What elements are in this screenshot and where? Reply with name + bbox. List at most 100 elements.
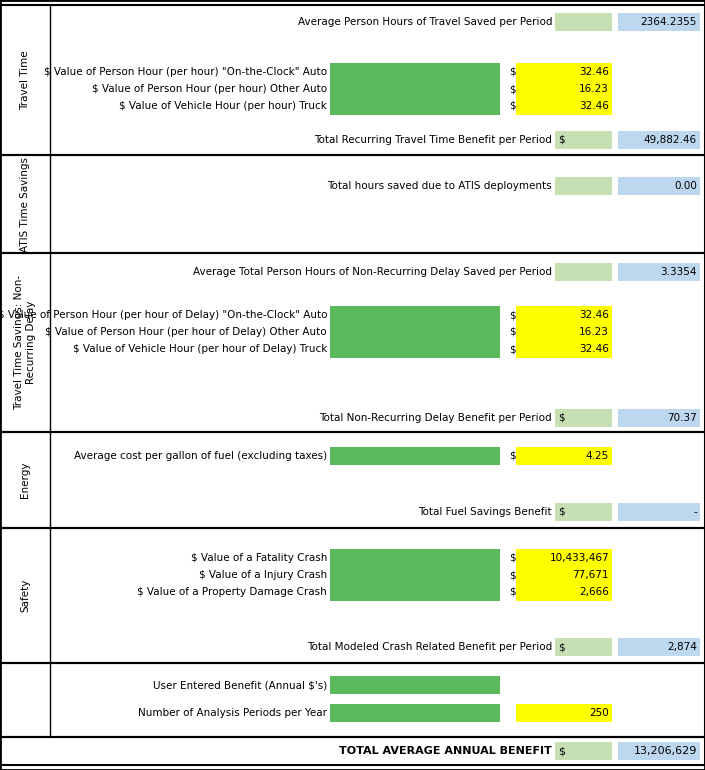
Bar — [330, 704, 500, 722]
Bar — [0, 155, 705, 253]
Bar — [330, 97, 500, 115]
Text: 32.46: 32.46 — [579, 310, 609, 320]
Bar — [555, 131, 612, 149]
Bar — [0, 737, 705, 765]
Bar — [330, 80, 500, 98]
Bar — [0, 432, 705, 528]
Bar — [0, 528, 705, 663]
Bar — [516, 566, 612, 584]
Text: $: $ — [558, 135, 565, 145]
Text: 3.3354: 3.3354 — [661, 267, 697, 277]
Bar — [330, 583, 500, 601]
Bar — [516, 583, 612, 601]
Bar — [618, 263, 700, 281]
Text: $: $ — [558, 746, 565, 756]
Bar — [516, 63, 612, 81]
Bar — [0, 5, 705, 155]
Text: 13,206,629: 13,206,629 — [634, 746, 697, 756]
Bar — [516, 80, 612, 98]
Bar — [618, 409, 700, 427]
Bar — [516, 549, 612, 567]
Bar — [555, 409, 612, 427]
Text: $: $ — [558, 507, 565, 517]
Text: $: $ — [558, 642, 565, 652]
Text: Total Recurring Travel Time Benefit per Period: Total Recurring Travel Time Benefit per … — [314, 135, 552, 145]
Bar — [555, 263, 612, 281]
Bar — [330, 676, 500, 694]
Text: $: $ — [509, 84, 515, 94]
Bar — [516, 340, 612, 358]
Text: Average Total Person Hours of Non-Recurring Delay Saved per Period: Average Total Person Hours of Non-Recurr… — [193, 267, 552, 277]
Bar — [618, 742, 700, 760]
Text: 32.46: 32.46 — [579, 67, 609, 77]
Text: $ Value of Person Hour (per hour of Delay) Other Auto: $ Value of Person Hour (per hour of Dela… — [45, 327, 327, 337]
Text: Total Non-Recurring Delay Benefit per Period: Total Non-Recurring Delay Benefit per Pe… — [319, 413, 552, 423]
Bar — [555, 503, 612, 521]
Text: $: $ — [558, 413, 565, 423]
Text: $ Value of Vehicle Hour (per hour) Truck: $ Value of Vehicle Hour (per hour) Truck — [119, 101, 327, 111]
Bar — [555, 742, 612, 760]
Bar — [0, 528, 705, 663]
Text: 16.23: 16.23 — [579, 84, 609, 94]
Bar — [0, 253, 705, 432]
Text: $: $ — [509, 553, 515, 563]
Text: 16.23: 16.23 — [579, 327, 609, 337]
Text: ATIS Time Savings: ATIS Time Savings — [20, 156, 30, 252]
Bar — [618, 131, 700, 149]
Text: $: $ — [509, 451, 515, 461]
Text: 2,874: 2,874 — [667, 642, 697, 652]
Bar — [516, 97, 612, 115]
Text: -: - — [693, 507, 697, 517]
Text: User Entered Benefit (Annual $'s): User Entered Benefit (Annual $'s) — [153, 680, 327, 690]
Bar — [618, 638, 700, 656]
Text: 0.00: 0.00 — [674, 181, 697, 191]
Text: Safety: Safety — [20, 579, 30, 612]
Bar — [330, 63, 500, 81]
Text: Travel Time: Travel Time — [20, 50, 30, 110]
Text: 32.46: 32.46 — [579, 344, 609, 354]
Bar — [516, 447, 612, 465]
Bar — [516, 306, 612, 324]
Text: Number of Analysis Periods per Year: Number of Analysis Periods per Year — [138, 708, 327, 718]
Bar — [0, 155, 705, 253]
Text: $ Value of Person Hour (per hour of Delay) "On-the-Clock" Auto: $ Value of Person Hour (per hour of Dela… — [0, 310, 327, 320]
Text: 2,666: 2,666 — [579, 587, 609, 597]
Bar — [330, 323, 500, 341]
Text: $ Value of Vehicle Hour (per hour of Delay) Truck: $ Value of Vehicle Hour (per hour of Del… — [73, 344, 327, 354]
Text: 49,882.46: 49,882.46 — [644, 135, 697, 145]
Text: Total Fuel Savings Benefit: Total Fuel Savings Benefit — [418, 507, 552, 517]
Bar — [0, 432, 705, 528]
Text: Travel Time Savings: Non-
Recurring Delay: Travel Time Savings: Non- Recurring Dela… — [14, 275, 36, 410]
Text: Average Person Hours of Travel Saved per Period: Average Person Hours of Travel Saved per… — [298, 17, 552, 27]
Text: $ Value of a Property Damage Crash: $ Value of a Property Damage Crash — [137, 587, 327, 597]
Bar — [0, 253, 705, 432]
Bar — [516, 704, 612, 722]
Text: 70.37: 70.37 — [667, 413, 697, 423]
Text: Total hours saved due to ATIS deployments: Total hours saved due to ATIS deployment… — [327, 181, 552, 191]
Text: 2364.2355: 2364.2355 — [641, 17, 697, 27]
Text: Total Modeled Crash Related Benefit per Period: Total Modeled Crash Related Benefit per … — [307, 642, 552, 652]
Bar — [0, 737, 705, 765]
Text: $: $ — [509, 587, 515, 597]
Text: Average cost per gallon of fuel (excluding taxes): Average cost per gallon of fuel (excludi… — [74, 451, 327, 461]
Text: $: $ — [509, 101, 515, 111]
Text: $ Value of a Injury Crash: $ Value of a Injury Crash — [199, 570, 327, 580]
Text: $: $ — [509, 67, 515, 77]
Text: TOTAL AVERAGE ANNUAL BENEFIT: TOTAL AVERAGE ANNUAL BENEFIT — [339, 746, 552, 756]
Text: $: $ — [509, 570, 515, 580]
Text: $: $ — [509, 344, 515, 354]
Bar — [555, 177, 612, 195]
Bar — [330, 306, 500, 324]
Bar — [618, 13, 700, 31]
Text: 77,671: 77,671 — [572, 570, 609, 580]
Bar — [0, 663, 705, 737]
Bar — [330, 340, 500, 358]
Bar — [330, 566, 500, 584]
Text: $ Value of a Fatality Crash: $ Value of a Fatality Crash — [190, 553, 327, 563]
Bar — [555, 13, 612, 31]
Text: $ Value of Person Hour (per hour) "On-the-Clock" Auto: $ Value of Person Hour (per hour) "On-th… — [44, 67, 327, 77]
Text: $: $ — [509, 310, 515, 320]
Bar — [618, 503, 700, 521]
Text: Energy: Energy — [20, 462, 30, 498]
Bar — [618, 177, 700, 195]
